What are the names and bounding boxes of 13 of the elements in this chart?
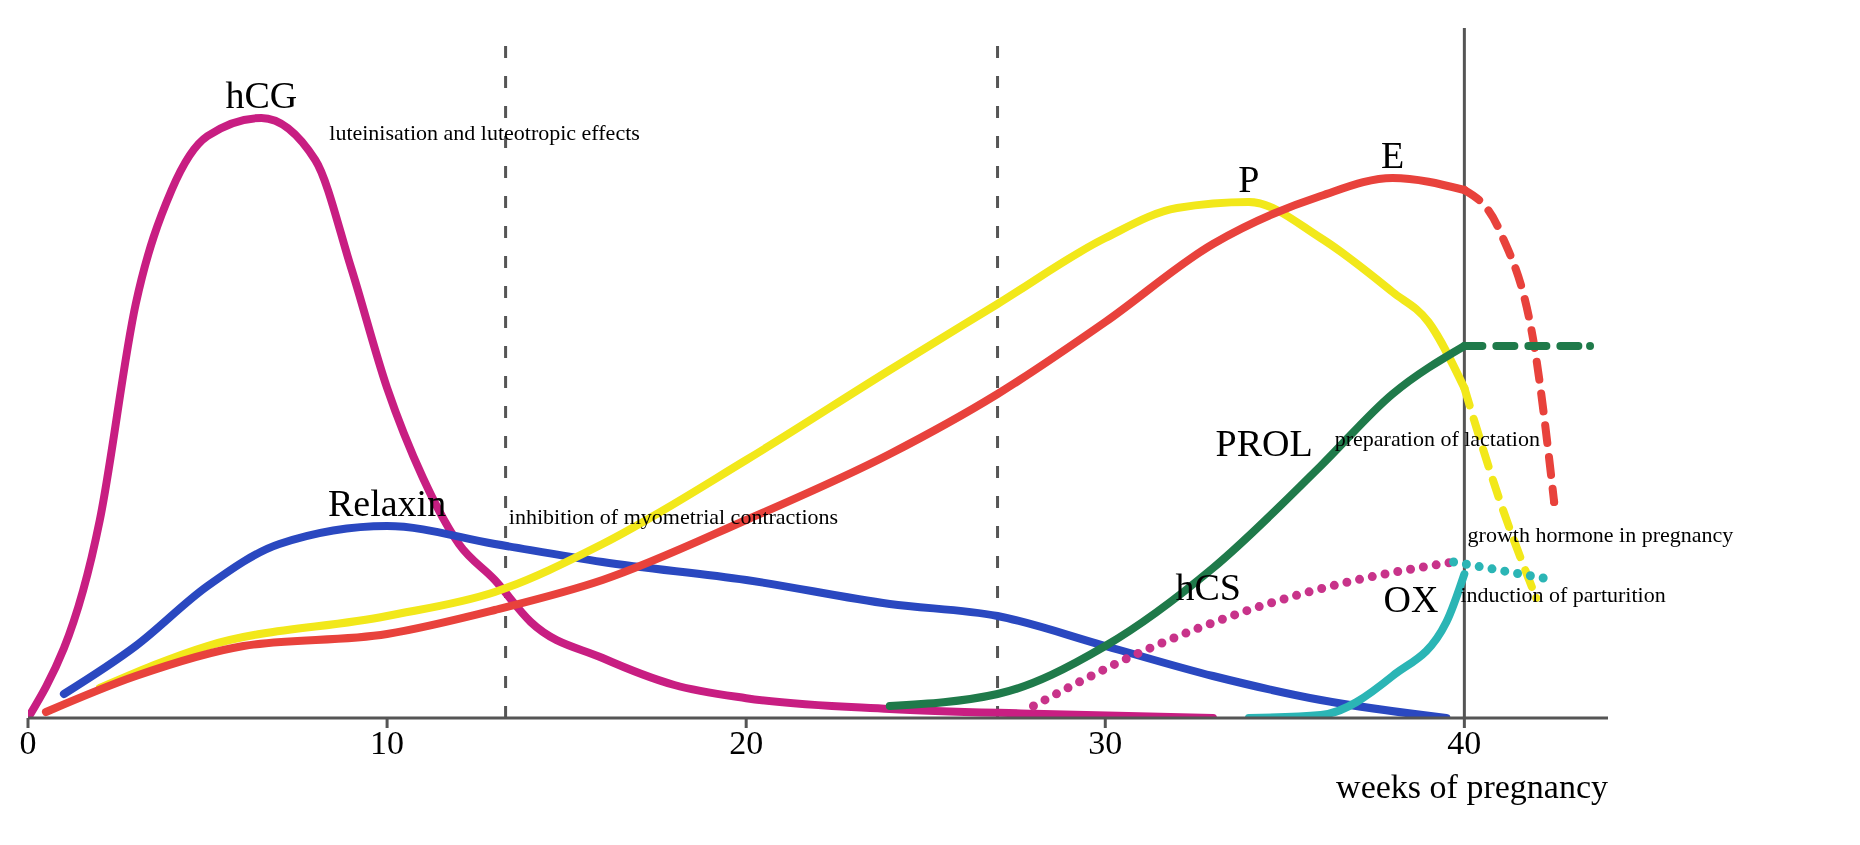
series-label: hCG <box>225 74 298 116</box>
x-tick-label: 20 <box>729 724 764 762</box>
series-label: P <box>1238 158 1260 200</box>
x-tick-label: 40 <box>1447 724 1482 762</box>
series-label: OX <box>1383 578 1439 620</box>
annotation: luteinisation and luteotropic effects <box>329 120 640 145</box>
series-label: PROL <box>1215 422 1313 464</box>
x-axis-title: weeks of pregnancy <box>1336 768 1608 805</box>
x-tick-label: 10 <box>370 724 405 762</box>
annotation: growth hormone in pregnancy <box>1467 522 1734 547</box>
x-tick-label: 0 <box>19 724 37 762</box>
x-tick-label: 30 <box>1088 724 1123 762</box>
series-label: E <box>1380 134 1405 176</box>
